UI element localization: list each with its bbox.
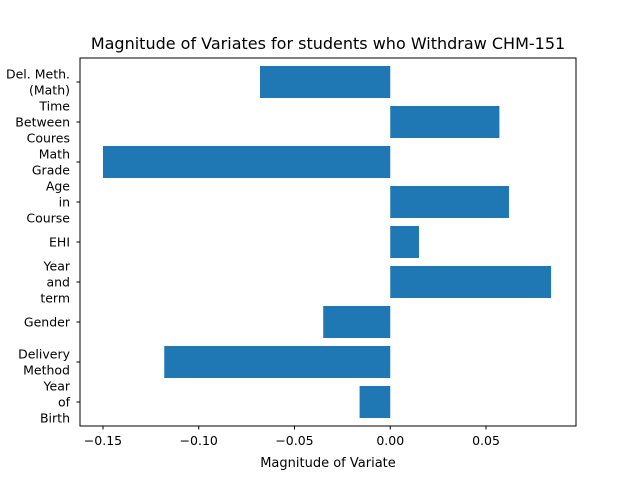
bar	[390, 106, 500, 138]
chart-title: Magnitude of Variates for students who W…	[91, 34, 565, 53]
x-axis: −0.15 −0.10 −0.05 0.00 0.05	[84, 426, 500, 448]
y-tick-label: Age in Course	[26, 179, 70, 226]
x-tick-label: 0.00	[376, 433, 404, 448]
bar	[102, 146, 391, 178]
bar	[390, 266, 552, 298]
y-tick-label: Year of Birth	[40, 379, 71, 426]
y-tick-label: Year and term	[40, 259, 71, 306]
bar	[323, 306, 391, 338]
x-axis-label: Magnitude of Variate	[260, 456, 396, 471]
y-tick-label: Math Grade	[32, 147, 70, 178]
y-tick-label: Time Between Coures	[15, 99, 70, 146]
x-tick-label: −0.15	[84, 433, 122, 448]
bar	[390, 226, 419, 258]
y-tick-label: EHI	[49, 235, 70, 250]
x-tick-label: 0.05	[472, 433, 500, 448]
x-tick-label: −0.10	[180, 433, 218, 448]
bar	[260, 66, 391, 98]
x-tick-label: −0.05	[275, 433, 313, 448]
bar	[164, 346, 391, 378]
y-tick-label: Delivery Method	[18, 347, 70, 378]
bar	[359, 386, 391, 418]
y-tick-label: Del. Meth. (Math)	[6, 67, 70, 98]
y-tick-label: Gender	[24, 315, 71, 330]
bar	[390, 186, 509, 218]
bars-group	[102, 66, 552, 418]
